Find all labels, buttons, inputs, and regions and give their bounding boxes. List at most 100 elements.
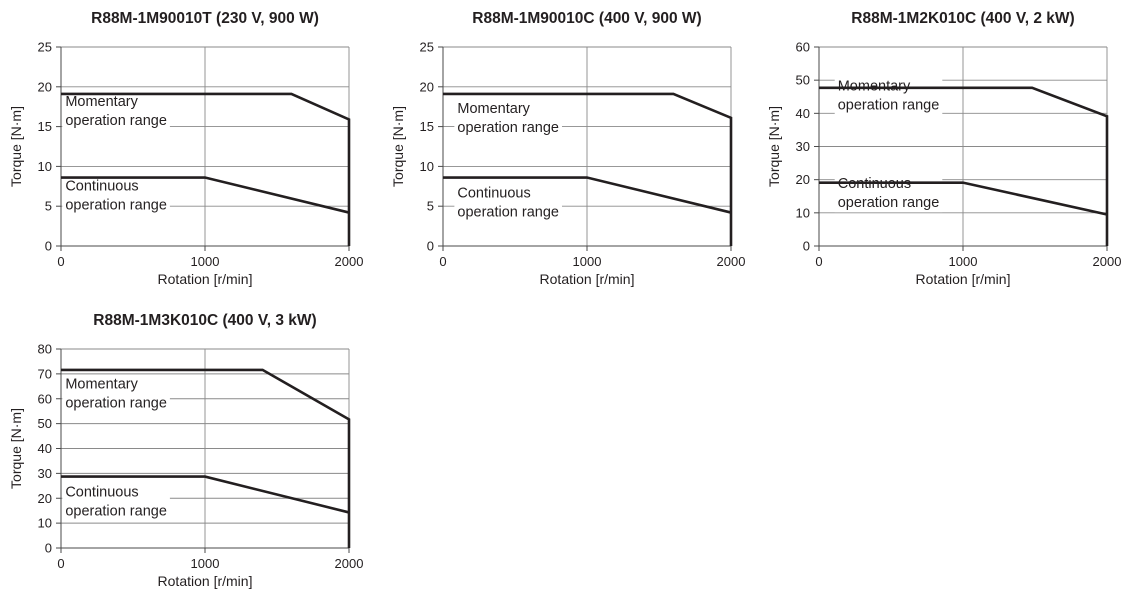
chart-svg: R88M-1M2K010C (400 V, 2 kW) 0 10 20 30 40 50 60… (766, 10, 1121, 287)
y-tick-label: 20 (38, 491, 52, 506)
y-tick-label: 25 (38, 40, 52, 55)
torque-curve (61, 92, 351, 246)
region-label-line: Momentary (65, 376, 138, 392)
y-tick-label: 20 (796, 172, 810, 187)
torque-curve (61, 368, 351, 548)
x-axis-label: Rotation [r/min] (540, 271, 635, 287)
x-tick-label: 2000 (335, 254, 364, 269)
region-annotation: Momentary operation range (454, 100, 562, 138)
region-annotation: Continuous operation range (62, 177, 170, 215)
region-label-line: Momentary (65, 94, 138, 110)
region-label-line: Momentary (838, 78, 911, 94)
y-axis-label: Torque [N·m] (390, 106, 406, 187)
y-tick-label: 0 (427, 239, 434, 254)
y-tick-label: 50 (796, 73, 810, 88)
chart-title: R88M-1M3K010C (400 V, 3 kW) (93, 312, 316, 329)
x-tick-label: 0 (57, 254, 64, 269)
chart-svg: R88M-1M90010C (400 V, 900 W) 0 5 10 15 20 25 0 1… (390, 10, 746, 287)
y-tick-label: 25 (420, 40, 434, 55)
y-tick-label: 40 (38, 441, 52, 456)
region-annotation: Continuous operation range (454, 184, 562, 222)
region-label-line: operation range (65, 504, 167, 520)
region-label-line: operation range (65, 197, 167, 213)
x-tick-label: 1000 (949, 254, 978, 269)
grid (61, 46, 350, 246)
y-tick-label: 0 (45, 541, 52, 556)
y-tick-label: 30 (38, 466, 52, 481)
y-axis-label: Torque [N·m] (8, 106, 24, 187)
annotation-bg (834, 77, 943, 115)
region-label-line: Continuous (65, 485, 138, 501)
annotation-bg (62, 375, 170, 413)
y-tick-label: 0 (45, 239, 52, 254)
region-label-line: operation range (457, 120, 559, 136)
y-tick-label: 5 (427, 199, 434, 214)
x-tick-label: 2000 (1093, 254, 1121, 269)
y-tick-label: 15 (420, 119, 434, 134)
annotation-bg (62, 483, 170, 521)
annotation-bg (454, 184, 562, 222)
region-annotation: Momentary operation range (834, 77, 943, 115)
region-annotation: Momentary operation range (62, 93, 170, 131)
region-label-line: operation range (65, 395, 167, 411)
annotation-bg (62, 93, 170, 131)
y-tick-label: 10 (796, 205, 810, 220)
y-tick-label: 10 (420, 159, 434, 174)
region-annotation: Continuous operation range (834, 175, 943, 213)
chart-title: R88M-1M90010C (400 V, 900 W) (472, 10, 701, 27)
y-axis-label: Torque [N·m] (8, 408, 24, 489)
chart-svg: R88M-1M3K010C (400 V, 3 kW) 0 10 20 30 40 50 60… (8, 312, 364, 589)
x-tick-label: 1000 (573, 254, 602, 269)
x-tick-label: 0 (439, 254, 446, 269)
annotation-bg (454, 100, 562, 138)
y-tick-label: 60 (796, 40, 810, 55)
annotation-bg (62, 177, 170, 215)
chart-title: R88M-1M90010T (230 V, 900 W) (91, 10, 319, 27)
y-tick-label: 80 (38, 342, 52, 357)
y-tick-label: 70 (38, 366, 52, 381)
torque-curve (61, 475, 350, 514)
x-tick-label: 2000 (335, 556, 364, 571)
region-label-line: Momentary (457, 101, 530, 117)
y-tick-label: 10 (38, 159, 52, 174)
y-tick-label: 20 (420, 79, 434, 94)
x-axis-label: Rotation [r/min] (158, 271, 253, 287)
x-axis-label: Rotation [r/min] (158, 573, 253, 589)
torque-curve (61, 176, 350, 214)
grid (819, 46, 1108, 246)
region-label-line: Continuous (838, 176, 911, 192)
torque-chart-r88m-1m90010t: R88M-1M90010T (230 V, 900 W) 0 5 10 15 20 25 0 1… (0, 0, 372, 300)
x-axis-label: Rotation [r/min] (916, 271, 1011, 287)
torque-curve (819, 86, 1109, 246)
x-tick-label: 1000 (191, 254, 220, 269)
chart-svg: R88M-1M90010T (230 V, 900 W) 0 5 10 15 20 25 0 1… (8, 10, 364, 287)
y-tick-label: 10 (38, 516, 52, 531)
x-tick-label: 0 (815, 254, 822, 269)
y-tick-label: 40 (796, 106, 810, 121)
y-tick-label: 60 (38, 391, 52, 406)
region-label-line: operation range (65, 113, 167, 129)
grid (61, 348, 350, 548)
torque-chart-r88m-1m3k010c: R88M-1M3K010C (400 V, 3 kW) 0 10 20 30 40 50 60… (0, 302, 372, 602)
x-tick-label: 2000 (717, 254, 746, 269)
y-tick-label: 15 (38, 119, 52, 134)
torque-chart-r88m-1m2k010c: R88M-1M2K010C (400 V, 2 kW) 0 10 20 30 40 50 60… (758, 0, 1121, 300)
region-label-line: operation range (457, 205, 559, 221)
torque-curve (443, 176, 732, 214)
torque-chart-r88m-1m90010c: R88M-1M90010C (400 V, 900 W) 0 5 10 15 20 25 0 1… (382, 0, 754, 300)
torque-curve (819, 181, 1108, 216)
region-label-line: operation range (838, 97, 940, 113)
region-annotation: Continuous operation range (62, 483, 170, 521)
chart-title: R88M-1M2K010C (400 V, 2 kW) (851, 10, 1074, 27)
region-label-line: Continuous (65, 178, 138, 194)
x-tick-label: 0 (57, 556, 64, 571)
y-tick-label: 5 (45, 199, 52, 214)
y-axis-label: Torque [N·m] (766, 106, 782, 187)
x-tick-label: 1000 (191, 556, 220, 571)
y-tick-label: 0 (803, 239, 810, 254)
torque-curve (443, 92, 733, 246)
region-label-line: operation range (838, 195, 940, 211)
y-tick-label: 50 (38, 416, 52, 431)
y-tick-label: 20 (38, 79, 52, 94)
region-annotation: Momentary operation range (62, 375, 170, 413)
